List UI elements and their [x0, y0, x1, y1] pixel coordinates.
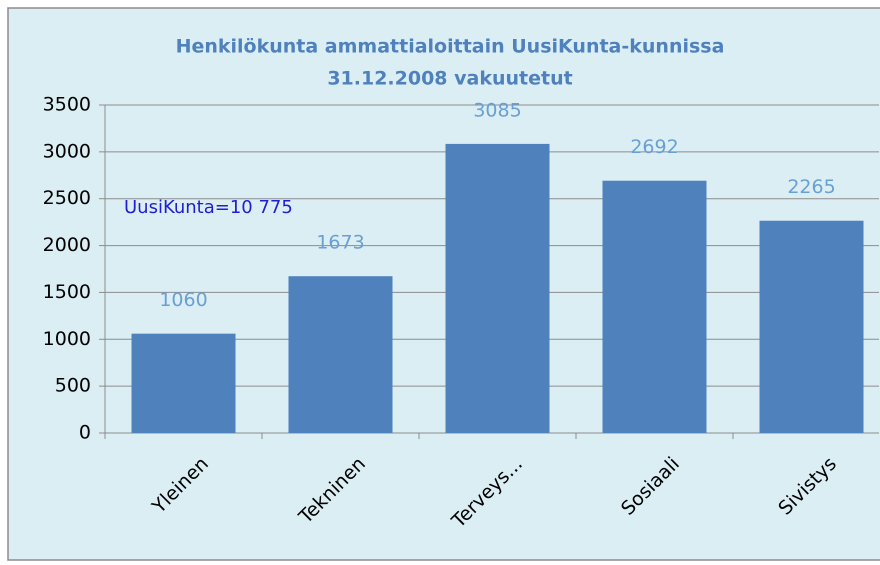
- chart-subtitle: 31.12.2008 vakuutetut: [327, 68, 572, 90]
- bar: [602, 180, 707, 433]
- y-tick-label: 0: [79, 422, 91, 444]
- value-label: 2265: [787, 176, 835, 198]
- y-tick-label: 3500: [43, 94, 91, 116]
- chart-title: Henkilökunta ammattialoittain UusiKunta-…: [176, 36, 725, 58]
- value-label: 2692: [630, 136, 678, 158]
- y-tick-label: 1000: [43, 328, 91, 350]
- value-label: 1060: [159, 289, 207, 311]
- bar: [759, 220, 864, 433]
- bar: [288, 276, 393, 433]
- value-label: 3085: [473, 99, 521, 121]
- y-tick-label: 2000: [43, 234, 91, 256]
- y-tick-label: 3000: [43, 140, 91, 162]
- bar: [131, 333, 236, 433]
- y-tick-label: 1500: [43, 281, 91, 303]
- y-tick-label: 2500: [43, 187, 91, 209]
- y-tick-label: 500: [55, 375, 91, 397]
- value-label: 1673: [316, 232, 364, 254]
- chart-background: [7, 7, 880, 561]
- bar: [445, 143, 550, 434]
- annotation: UusiKunta=10 775: [124, 197, 293, 218]
